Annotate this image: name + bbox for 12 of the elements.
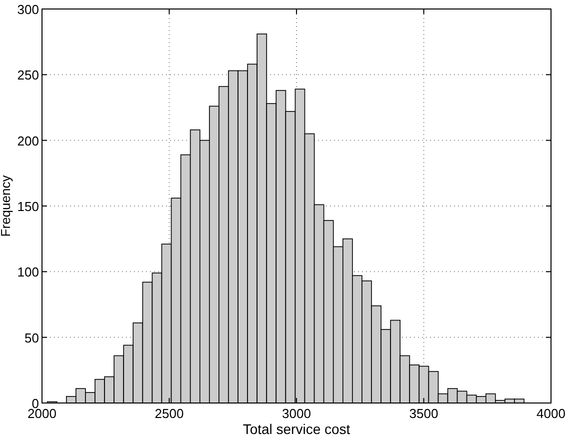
y-tick-label: 100 [17, 264, 39, 280]
x-tick-label: 3000 [282, 406, 311, 421]
y-tick-label: 50 [24, 330, 39, 346]
y-tick-label: 250 [17, 68, 39, 83]
y-tick-label: 300 [17, 2, 39, 17]
x-tick-label: 3500 [409, 406, 438, 421]
y-axis-title: Frequency [0, 174, 13, 237]
x-axis-title: Total service cost [242, 421, 350, 436]
y-tick-label: 200 [17, 133, 39, 148]
y-tick-label: 150 [17, 199, 39, 214]
x-tick-label: 4000 [536, 406, 566, 421]
x-tick-label: 2500 [154, 406, 184, 421]
